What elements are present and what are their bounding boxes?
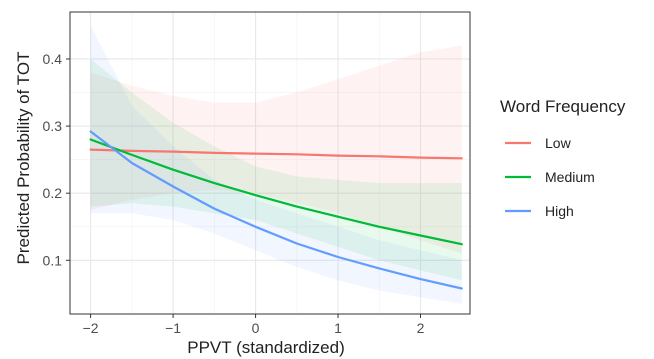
gridlines xyxy=(70,12,470,314)
legend-title: Word Frequency xyxy=(500,97,626,116)
legend-label-low: Low xyxy=(545,135,572,151)
y-tick-label: 0.1 xyxy=(43,252,63,268)
plot-background xyxy=(70,12,470,314)
legend-label-medium: Medium xyxy=(545,169,595,185)
plot-panel xyxy=(70,12,470,314)
series-line-medium xyxy=(89,138,463,246)
x-tick-label: −2 xyxy=(83,320,99,336)
y-axis-title: Predicted Probability of TOT xyxy=(14,52,33,265)
series-lines xyxy=(89,130,463,290)
legend-label-high: High xyxy=(545,203,574,219)
tick-labels: −2 −1 0 1 2 0.1 0.2 0.3 0.4 xyxy=(43,51,425,336)
legend-items: Low Medium High xyxy=(505,135,595,219)
panel-border xyxy=(69,11,471,315)
axes xyxy=(66,11,471,318)
x-tick-label: 1 xyxy=(334,320,342,336)
y-tick-label: 0.3 xyxy=(43,118,63,134)
ribbon-high xyxy=(90,25,462,304)
legend: Word Frequency Low Medium High xyxy=(500,97,626,219)
y-tick-label: 0.2 xyxy=(43,185,63,201)
x-axis-title: PPVT (standardized) xyxy=(187,338,344,357)
series-line-high xyxy=(89,130,463,290)
x-tick-label: −1 xyxy=(165,320,181,336)
x-tick-label: 0 xyxy=(252,320,260,336)
y-tick-label: 0.4 xyxy=(43,51,63,67)
ribbon-low xyxy=(90,45,462,254)
series-line-low xyxy=(89,148,463,160)
x-tick-label: 2 xyxy=(417,320,425,336)
